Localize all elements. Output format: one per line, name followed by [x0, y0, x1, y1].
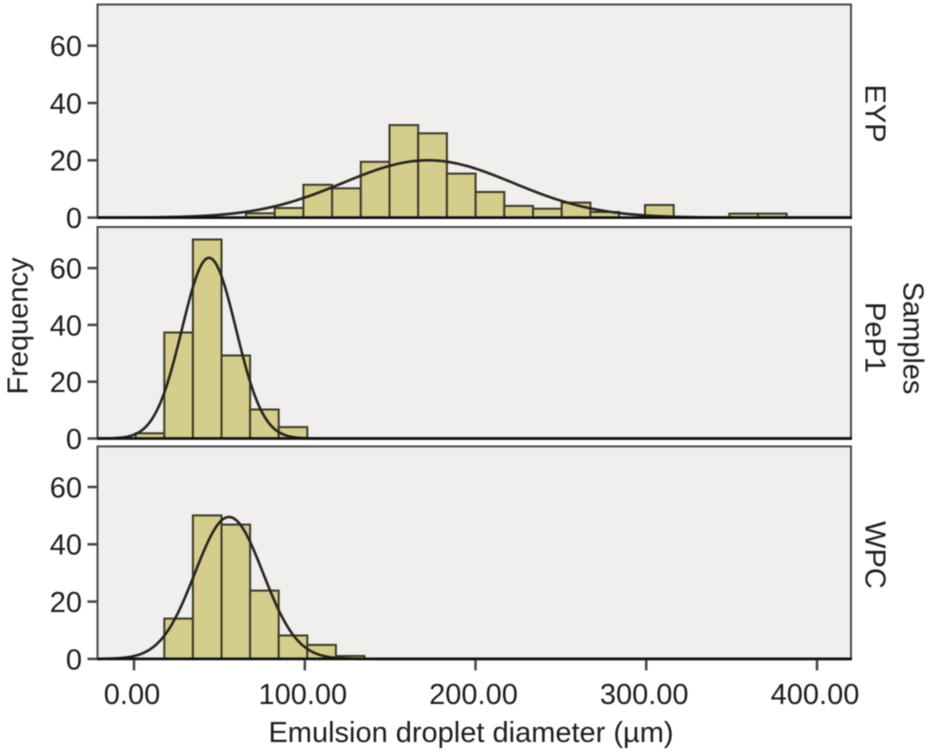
svg-text:60: 60 — [50, 31, 82, 63]
svg-text:20: 20 — [50, 367, 82, 399]
svg-text:Frequency: Frequency — [2, 257, 34, 395]
svg-text:40: 40 — [50, 530, 82, 562]
svg-text:100.00: 100.00 — [258, 679, 347, 711]
svg-text:20: 20 — [50, 587, 82, 619]
svg-text:40: 40 — [50, 88, 82, 120]
svg-text:Samples: Samples — [897, 282, 929, 395]
svg-text:PeP1: PeP1 — [859, 302, 891, 373]
svg-text:Emulsion droplet diameter (µm): Emulsion droplet diameter (µm) — [268, 717, 673, 749]
svg-text:60: 60 — [50, 472, 82, 504]
svg-text:0.00: 0.00 — [104, 679, 160, 711]
svg-text:0: 0 — [66, 424, 82, 456]
svg-text:0: 0 — [66, 203, 82, 235]
svg-text:WPC: WPC — [859, 521, 891, 589]
svg-text:0: 0 — [66, 644, 82, 676]
svg-text:400.00: 400.00 — [771, 679, 860, 711]
svg-text:200.00: 200.00 — [429, 679, 518, 711]
svg-text:EYP: EYP — [859, 84, 891, 142]
svg-text:300.00: 300.00 — [600, 679, 689, 711]
svg-text:60: 60 — [50, 254, 82, 286]
svg-text:20: 20 — [50, 146, 82, 178]
svg-text:40: 40 — [50, 310, 82, 342]
